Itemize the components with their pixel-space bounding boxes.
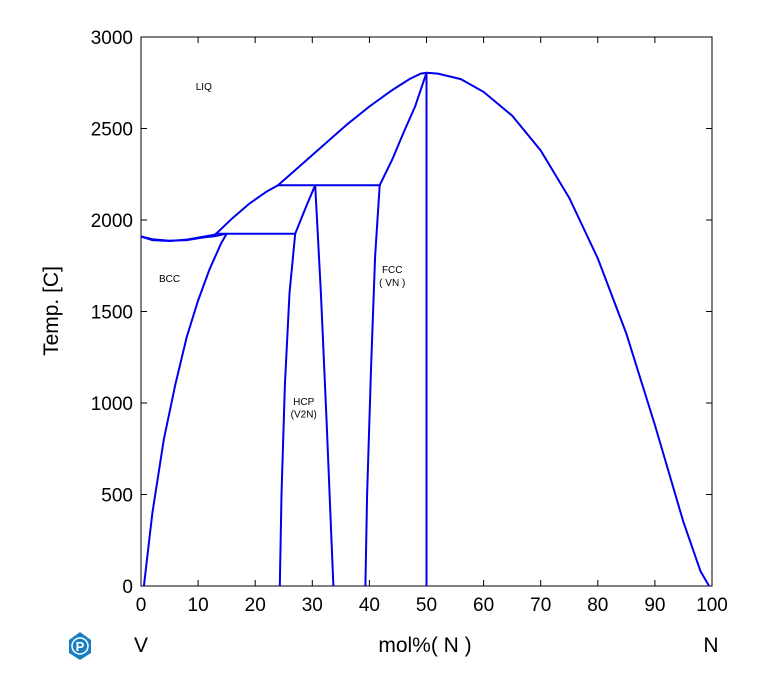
phase-label: BCC xyxy=(159,274,180,285)
y-axis-title: Temp. [C] xyxy=(40,266,63,356)
x-tick-label: 90 xyxy=(644,595,665,616)
y-tick-label: 500 xyxy=(101,486,133,507)
x-tick-label: 0 xyxy=(136,595,147,616)
y-axis: 0 500 1000 1500 2000 2500 3000 xyxy=(91,28,712,598)
x-tick-label: 50 xyxy=(416,595,437,616)
x-tick-label: 60 xyxy=(473,595,494,616)
x-end-label-left: V xyxy=(134,634,148,657)
boundary-fcc-liquidus xyxy=(378,72,428,186)
x-tick-label: 40 xyxy=(359,595,380,616)
x-end-label-right: N xyxy=(703,634,718,657)
x-tick-label: 10 xyxy=(188,595,209,616)
phase-label: ( VN ) xyxy=(379,278,405,289)
x-tick-label: 30 xyxy=(302,595,323,616)
x-tick-label: 80 xyxy=(587,595,608,616)
x-axis: 0 10 20 30 40 50 60 70 80 90 100 xyxy=(136,37,728,616)
y-tick-label: 2000 xyxy=(91,211,133,232)
boundary-liquidus-mid xyxy=(214,184,279,236)
boundary-bcc-solvus xyxy=(142,233,228,587)
x-axis-title: mol%( N ) xyxy=(378,634,471,657)
boundary-hcp-left xyxy=(278,233,297,587)
y-tick-label: 1000 xyxy=(91,394,133,415)
x-tick-label: 70 xyxy=(530,595,551,616)
x-tick-label: 20 xyxy=(245,595,266,616)
y-tick-label: 1500 xyxy=(91,303,133,324)
phase-label: HCP xyxy=(293,397,314,408)
x-tick-label: 100 xyxy=(696,595,728,616)
y-tick-label: 2500 xyxy=(91,120,133,141)
p-logo-icon: P xyxy=(69,632,91,660)
phase-labels: LIQ BCC HCP (V2N) FCC ( VN ) xyxy=(159,82,405,421)
boundary-bcc-solidus xyxy=(140,232,227,242)
y-tick-label: 0 xyxy=(122,577,133,598)
y-tick-label: 3000 xyxy=(91,28,133,49)
svg-text:P: P xyxy=(76,639,85,654)
phase-label: LIQ xyxy=(196,82,212,93)
boundary-fcc-left xyxy=(364,185,381,587)
boundary-hcp-upper-left xyxy=(294,184,317,235)
boundary-liquidus-main xyxy=(277,71,710,587)
phase-label: (V2N) xyxy=(291,410,317,421)
phase-boundaries xyxy=(140,71,710,587)
phase-label: FCC xyxy=(382,265,403,276)
boundary-hcp-right xyxy=(314,185,335,587)
